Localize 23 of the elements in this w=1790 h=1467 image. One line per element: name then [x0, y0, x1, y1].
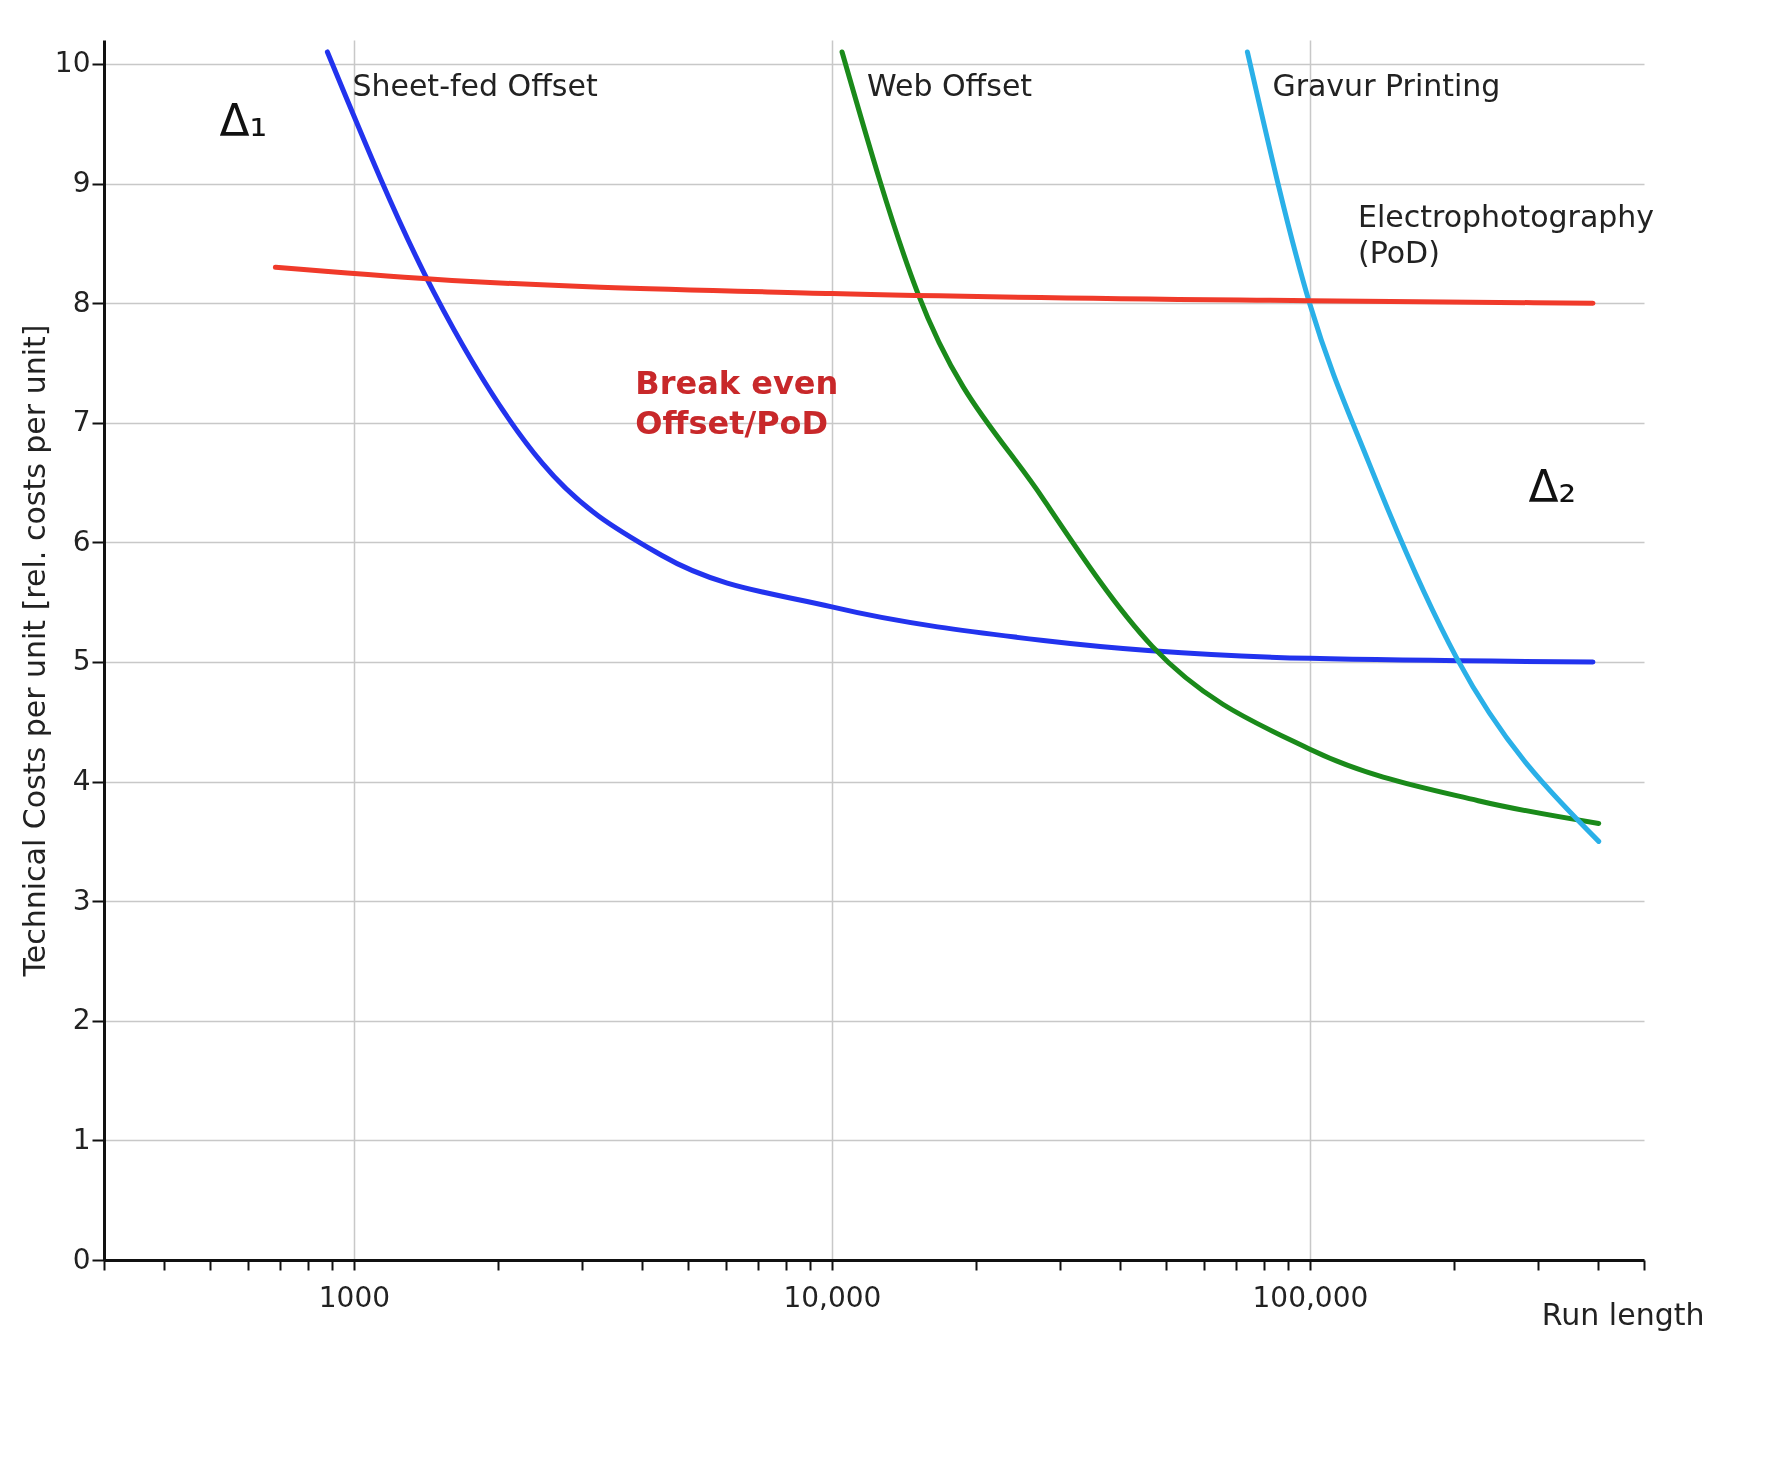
y-tick-label: 1	[72, 1122, 91, 1156]
y-axis-title: Technical Costs per unit [rel. costs per unit]	[16, 324, 52, 978]
y-tick-label: 3	[72, 883, 91, 917]
annotation: Δ₂	[1528, 461, 1577, 512]
series-label: Electrophotography (PoD)	[1357, 199, 1655, 271]
y-tick-label: 9	[72, 166, 91, 200]
y-tick-label: 10	[54, 46, 91, 80]
y-tick-label: 8	[72, 285, 91, 319]
x-axis-title: Run length	[1541, 1296, 1705, 1332]
y-tick-label: 5	[72, 644, 91, 678]
y-tick-label: 7	[72, 405, 91, 439]
annotation: Break even Offset/PoD	[635, 364, 839, 443]
y-tick-label: 6	[72, 524, 91, 558]
series-label: Sheet-fed Offset	[352, 67, 598, 103]
y-tick-label: 0	[72, 1242, 91, 1276]
annotation: Δ₁	[219, 95, 268, 146]
series-label: Web Offset	[867, 67, 1033, 103]
x-tick-label: 100,000	[1252, 1280, 1369, 1314]
y-tick-label: 2	[72, 1003, 91, 1037]
y-tick-label: 4	[72, 764, 91, 798]
x-tick-label: 10,000	[783, 1280, 882, 1314]
x-tick-label: 1000	[318, 1280, 391, 1314]
series-label: Gravur Printing	[1272, 67, 1501, 103]
